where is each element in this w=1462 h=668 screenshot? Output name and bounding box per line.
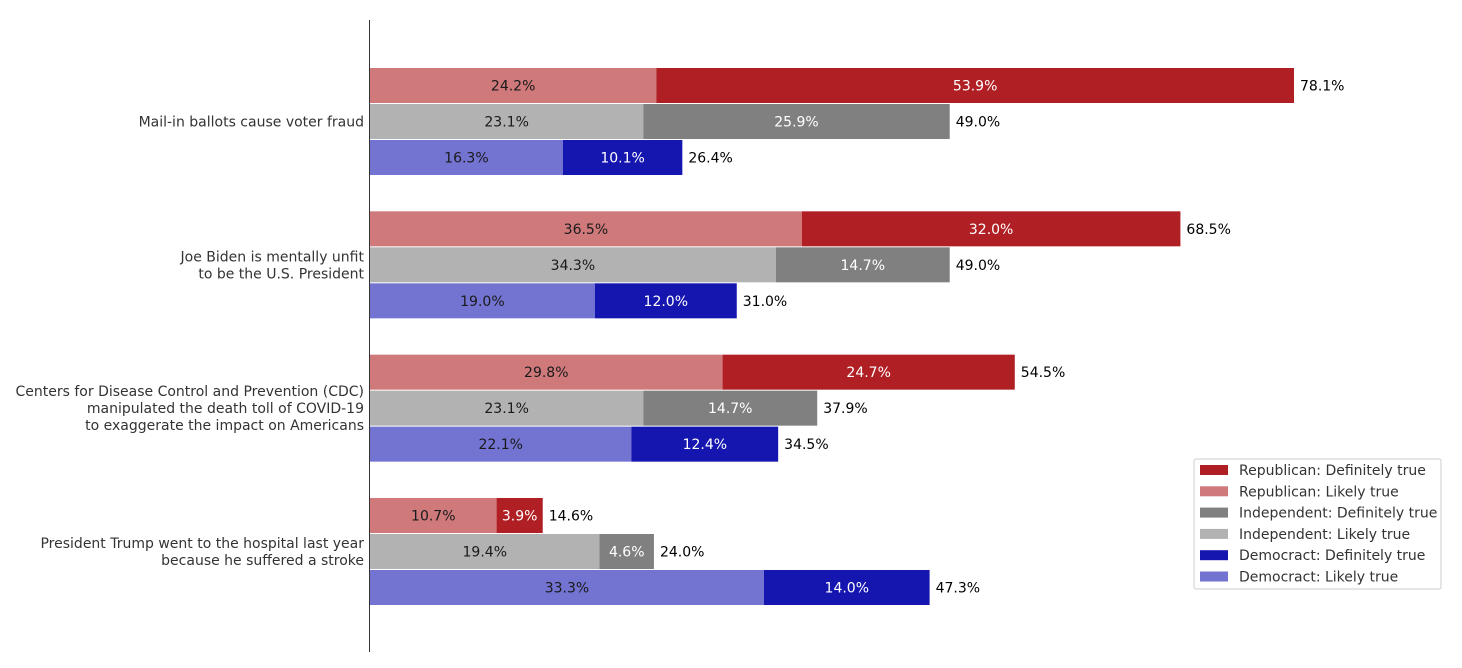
- legend-label-2: Independent: Definitely true: [1239, 506, 1437, 522]
- label-democract-total-0: 26.4%: [688, 151, 732, 167]
- label-independent-definitely-3: 4.6%: [609, 544, 645, 560]
- bar-independent-likely-1: [370, 247, 776, 283]
- label-republican-total-1: 68.5%: [1186, 222, 1230, 238]
- legend-swatch-5: [1200, 571, 1228, 582]
- bar-republican-likely-2: [370, 354, 723, 390]
- bar-independent-definitely-2: [643, 390, 818, 426]
- label-independent-total-1: 49.0%: [956, 258, 1000, 274]
- label-democract-definitely-1: 12.0%: [644, 294, 688, 310]
- label-republican-definitely-3: 3.9%: [502, 508, 538, 524]
- label-republican-total-2: 54.5%: [1021, 365, 1065, 381]
- category-label-0: Mail-in ballots cause voter fraud: [139, 115, 364, 131]
- label-republican-total-0: 78.1%: [1300, 79, 1344, 95]
- label-democract-definitely-0: 10.1%: [600, 151, 644, 167]
- label-democract-likely-0: 16.3%: [444, 151, 488, 167]
- label-independent-total-3: 24.0%: [660, 544, 704, 560]
- bar-republican-likely-1: [370, 211, 802, 247]
- label-independent-total-2: 37.9%: [823, 401, 867, 417]
- bar-democract-likely-2: [370, 426, 632, 462]
- label-democract-total-2: 34.5%: [784, 437, 828, 453]
- legend-swatch-3: [1200, 528, 1228, 539]
- label-republican-likely-1: 36.5%: [564, 222, 608, 238]
- bar-republican-definitely-0: [656, 68, 1294, 103]
- bar-republican-definitely-3: [496, 497, 543, 533]
- bar-independent-definitely-1: [775, 247, 950, 283]
- bar-republican-definitely-1: [801, 211, 1181, 247]
- bar-republican-definitely-2: [722, 354, 1015, 390]
- label-republican-likely-3: 10.7%: [411, 508, 455, 524]
- label-republican-definitely-1: 32.0%: [969, 222, 1013, 238]
- label-independent-total-0: 49.0%: [956, 115, 1000, 131]
- legend-swatch-1: [1200, 486, 1228, 497]
- category-label-2: Centers for Disease Control and Preventi…: [16, 384, 364, 434]
- bar-democract-definitely-1: [594, 283, 737, 319]
- bar-democract-likely-0: [370, 140, 563, 175]
- bar-independent-definitely-3: [599, 533, 654, 569]
- bar-democract-definitely-0: [562, 140, 683, 175]
- label-republican-definitely-2: 24.7%: [846, 365, 890, 381]
- bar-independent-definitely-0: [643, 104, 950, 139]
- label-democract-definitely-2: 12.4%: [683, 437, 727, 453]
- label-independent-definitely-0: 25.9%: [774, 115, 818, 131]
- legend-label-5: Democract: Likely true: [1239, 570, 1398, 586]
- label-democract-likely-2: 22.1%: [478, 437, 522, 453]
- label-republican-likely-2: 29.8%: [524, 365, 568, 381]
- bar-democract-likely-1: [370, 283, 595, 319]
- label-independent-likely-0: 23.1%: [484, 115, 528, 131]
- label-democract-likely-3: 33.3%: [545, 580, 589, 596]
- bar-democract-likely-3: [370, 569, 764, 605]
- label-independent-likely-1: 34.3%: [551, 258, 595, 274]
- label-democract-total-1: 31.0%: [743, 294, 787, 310]
- legend-label-3: Independent: Likely true: [1239, 527, 1410, 543]
- legend: Republican: Definitely true Republican: L…: [1193, 458, 1442, 590]
- label-democract-definitely-3: 14.0%: [825, 580, 869, 596]
- legend-frame: [1193, 458, 1442, 590]
- label-democract-total-3: 47.3%: [936, 580, 980, 596]
- category-label-1: Joe Biden is mentally unfit to be the U.S…: [180, 249, 365, 282]
- category-labels: Mail-in ballots cause voter fraud Joe Bid…: [16, 115, 365, 569]
- labels-layer: 24.2% 53.9% 78.1% 23.1% 25.9% 49.0% 16.3% 10.1%…: [411, 79, 1344, 597]
- label-republican-definitely-0: 53.9%: [953, 79, 997, 95]
- legend-label-4: Democract: Definitely true: [1239, 548, 1425, 564]
- bar-democract-definitely-3: [763, 569, 930, 605]
- label-democract-likely-1: 19.0%: [460, 294, 504, 310]
- bar-republican-likely-3: [370, 497, 497, 533]
- bar-republican-likely-0: [370, 68, 657, 103]
- label-independent-definitely-1: 14.7%: [841, 258, 885, 274]
- legend-swatch-4: [1200, 550, 1228, 561]
- label-republican-total-3: 14.6%: [549, 508, 593, 524]
- label-independent-definitely-2: 14.7%: [708, 401, 752, 417]
- bar-independent-likely-0: [370, 104, 644, 139]
- bar-democract-definitely-2: [631, 426, 779, 462]
- label-republican-likely-0: 24.2%: [491, 79, 535, 95]
- legend-swatch-2: [1200, 507, 1228, 518]
- label-independent-likely-2: 23.1%: [484, 401, 528, 417]
- bar-independent-likely-3: [370, 533, 600, 569]
- legend-label-0: Republican: Definitely true: [1239, 463, 1426, 479]
- legend-swatch-0: [1200, 465, 1228, 475]
- legend-label-1: Republican: Likely true: [1239, 484, 1399, 500]
- category-label-3: President Trump went to the hospital las…: [40, 536, 364, 569]
- bar-independent-likely-2: [370, 390, 644, 426]
- bars-layer: [370, 68, 1294, 605]
- label-independent-likely-3: 19.4%: [463, 544, 507, 560]
